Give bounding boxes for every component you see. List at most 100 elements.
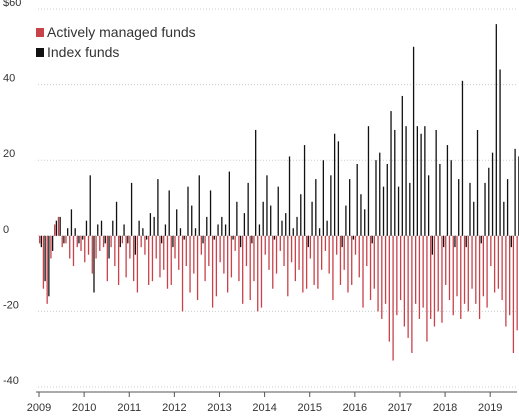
bar-active xyxy=(163,235,165,270)
bar-active xyxy=(99,235,101,251)
bar-active xyxy=(117,235,120,285)
bar-active xyxy=(418,235,421,319)
bar-active xyxy=(91,235,93,274)
bar-index xyxy=(134,235,136,255)
bar-index xyxy=(187,186,189,236)
bar-active xyxy=(290,235,293,263)
bar-active xyxy=(223,235,225,274)
bar-index xyxy=(176,209,178,236)
bar-active xyxy=(242,235,244,304)
bar-active xyxy=(106,235,108,282)
bar-index xyxy=(145,235,148,240)
bar-index xyxy=(55,220,58,236)
bar-index xyxy=(401,95,403,236)
bar-active xyxy=(264,235,266,255)
bar-index xyxy=(191,205,193,236)
bar-active xyxy=(170,235,172,285)
bar-index xyxy=(153,216,155,236)
bar-active xyxy=(388,235,390,342)
legend-label-active: Actively managed funds xyxy=(47,24,196,40)
bar-active xyxy=(151,235,154,282)
bar-index xyxy=(311,201,313,236)
bar-index xyxy=(172,235,174,248)
bar-index xyxy=(499,69,501,236)
bar-active xyxy=(392,235,394,361)
bar-active xyxy=(366,235,368,267)
bar-active xyxy=(471,235,473,289)
bar-active xyxy=(294,235,296,282)
legend-swatch-active xyxy=(36,27,44,37)
x-axis: 2009 2010 2011 2012 2013 2014 2015 2016 2017 2018… xyxy=(27,391,517,414)
x-tick-label: 2014 xyxy=(252,402,276,414)
bar-active xyxy=(313,235,315,285)
bar-index xyxy=(164,224,167,236)
bar-active xyxy=(358,235,360,278)
bar-active xyxy=(467,235,469,312)
bar-index xyxy=(431,235,434,255)
bar-index xyxy=(352,235,355,240)
bar-active xyxy=(253,235,255,282)
bar-active xyxy=(460,235,462,319)
bar-active xyxy=(422,235,424,308)
bar-active xyxy=(336,235,338,255)
bar-active xyxy=(287,235,289,297)
bar-active xyxy=(437,235,439,312)
bar-active xyxy=(377,235,379,312)
bar-index xyxy=(228,171,230,236)
bar-active xyxy=(305,235,308,289)
bar-active xyxy=(317,235,319,289)
bar-index xyxy=(394,129,396,236)
bar-index xyxy=(330,175,332,236)
bar-index xyxy=(281,220,283,236)
bar-active xyxy=(69,235,71,259)
bar-active xyxy=(351,235,353,285)
bar-active xyxy=(321,235,323,270)
bar-active xyxy=(114,235,116,267)
bar-active xyxy=(283,235,285,267)
bar-active xyxy=(411,235,413,353)
bar-index xyxy=(232,235,234,240)
bar-active xyxy=(452,235,454,316)
bar-active xyxy=(509,235,511,316)
bar-active xyxy=(516,235,518,331)
bar-index xyxy=(251,235,253,244)
bar-active xyxy=(80,235,82,251)
bar-index xyxy=(495,24,497,236)
bar-index xyxy=(461,80,464,236)
bar-active xyxy=(245,235,248,267)
bar-index xyxy=(300,194,302,236)
bar-active xyxy=(133,235,135,282)
bar-active xyxy=(174,235,176,259)
gridlines xyxy=(38,8,517,388)
bar-index xyxy=(82,235,84,240)
bar-index xyxy=(469,182,471,236)
bar-active xyxy=(140,235,142,248)
bar-index xyxy=(123,224,125,236)
bar-active xyxy=(328,235,330,274)
bars xyxy=(39,24,519,361)
bar-index xyxy=(277,186,279,236)
bar-index xyxy=(89,175,91,236)
bar-active xyxy=(42,235,45,289)
bar-index xyxy=(386,163,388,236)
bar-active xyxy=(200,235,202,255)
bar-index xyxy=(288,156,291,236)
bar-index xyxy=(138,220,140,236)
bar-index xyxy=(93,235,95,293)
bar-index xyxy=(360,194,362,236)
x-tick-label: 2018 xyxy=(433,402,457,414)
bar-index xyxy=(273,235,276,240)
bar-index xyxy=(198,175,200,236)
bar-index xyxy=(450,160,452,236)
bar-active xyxy=(430,235,432,319)
bar-index xyxy=(337,141,340,236)
bar-active xyxy=(482,235,484,297)
bar-active xyxy=(50,235,52,259)
bar-index xyxy=(476,129,479,236)
bar-index xyxy=(409,182,411,236)
bar-active xyxy=(493,235,496,293)
bar-active xyxy=(155,235,157,259)
legend-label-index: Index funds xyxy=(47,44,120,60)
bar-active xyxy=(260,235,263,308)
